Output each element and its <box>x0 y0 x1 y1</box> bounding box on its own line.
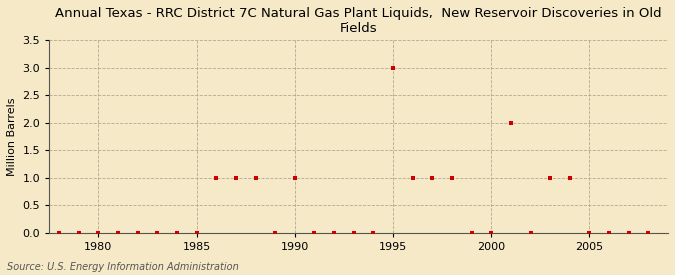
Point <box>34 230 45 235</box>
Point <box>564 175 575 180</box>
Point <box>584 230 595 235</box>
Point <box>270 230 281 235</box>
Point <box>447 175 458 180</box>
Y-axis label: Million Barrels: Million Barrels <box>7 97 17 176</box>
Point <box>624 230 634 235</box>
Point <box>230 175 241 180</box>
Title: Annual Texas - RRC District 7C Natural Gas Plant Liquids,  New Reservoir Discove: Annual Texas - RRC District 7C Natural G… <box>55 7 662 35</box>
Point <box>525 230 536 235</box>
Point <box>407 175 418 180</box>
Point <box>93 230 104 235</box>
Point <box>290 175 300 180</box>
Point <box>113 230 124 235</box>
Point <box>171 230 182 235</box>
Point <box>348 230 359 235</box>
Text: Source: U.S. Energy Information Administration: Source: U.S. Energy Information Administ… <box>7 262 238 272</box>
Point <box>466 230 477 235</box>
Point <box>368 230 379 235</box>
Point <box>329 230 340 235</box>
Point <box>643 230 654 235</box>
Point <box>250 175 261 180</box>
Point <box>486 230 497 235</box>
Point <box>545 175 556 180</box>
Point <box>387 65 398 70</box>
Point <box>191 230 202 235</box>
Point <box>152 230 163 235</box>
Point <box>603 230 614 235</box>
Point <box>132 230 143 235</box>
Point <box>54 230 65 235</box>
Point <box>506 120 516 125</box>
Point <box>309 230 320 235</box>
Point <box>211 175 221 180</box>
Point <box>74 230 84 235</box>
Point <box>427 175 437 180</box>
